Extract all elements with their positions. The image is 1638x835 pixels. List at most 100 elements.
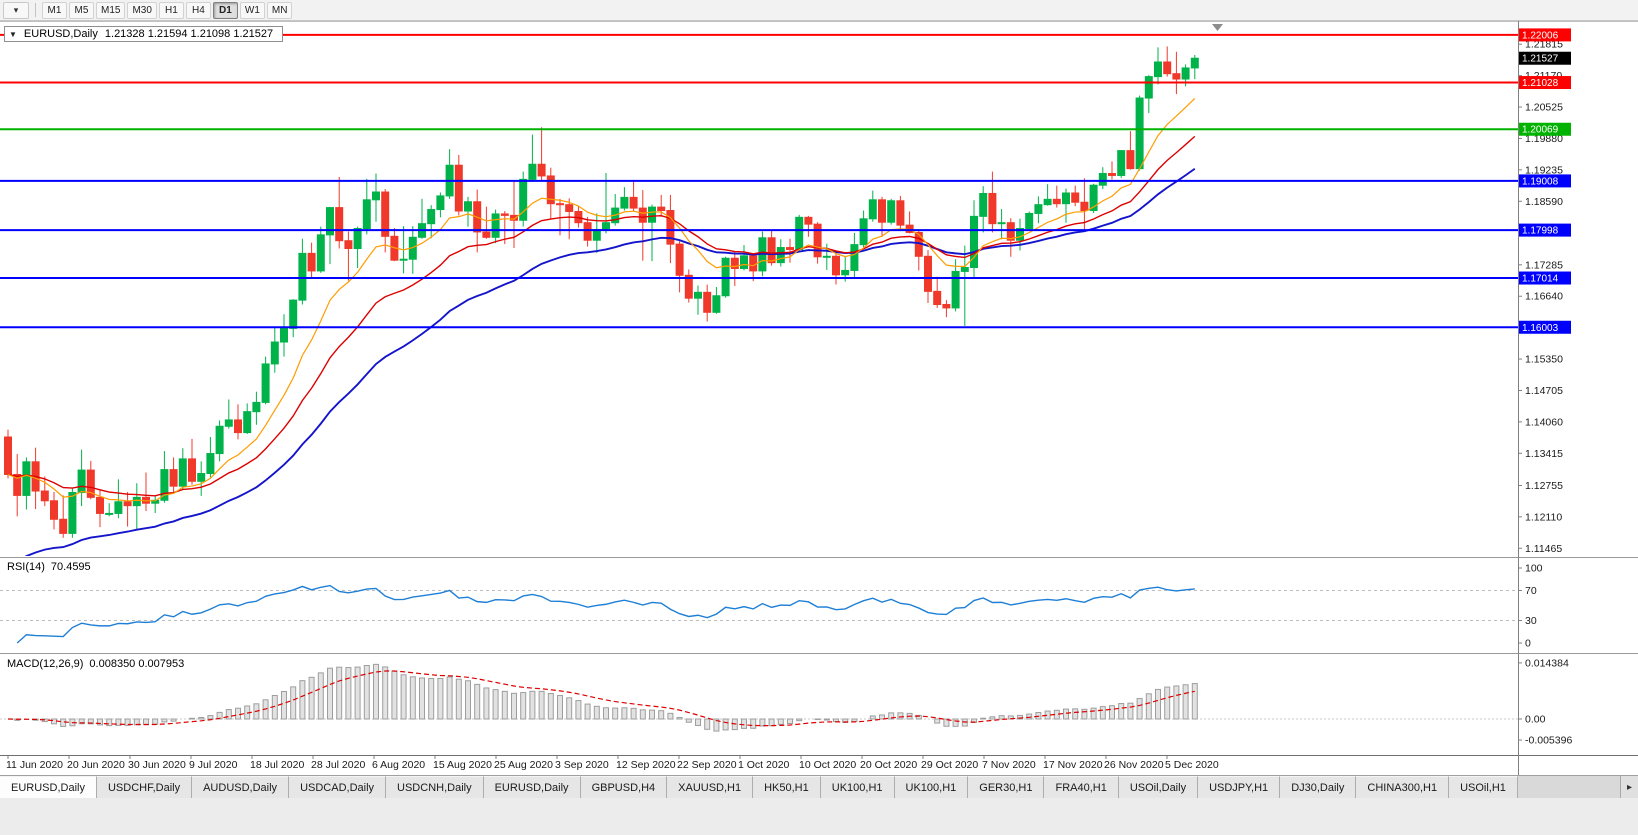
timeframe-button-d1[interactable]: D1 bbox=[212, 1, 238, 19]
svg-text:26 Nov 2020: 26 Nov 2020 bbox=[1104, 759, 1164, 771]
chart-tab-4-usdcnh-daily[interactable]: USDCNH,Daily bbox=[386, 776, 484, 798]
svg-text:1.14060: 1.14060 bbox=[1525, 416, 1563, 428]
svg-text:6 Aug 2020: 6 Aug 2020 bbox=[372, 759, 425, 771]
svg-text:1.19008: 1.19008 bbox=[1522, 176, 1559, 187]
svg-text:20 Jun 2020: 20 Jun 2020 bbox=[67, 759, 125, 771]
chart-tab-8-hk50-h1[interactable]: HK50,H1 bbox=[753, 776, 821, 798]
svg-text:0.00: 0.00 bbox=[1525, 714, 1546, 726]
tab-scroll-right-button[interactable]: ▸ bbox=[1620, 776, 1638, 798]
svg-text:-0.005396: -0.005396 bbox=[1525, 735, 1572, 747]
svg-text:0.014384: 0.014384 bbox=[1525, 657, 1569, 669]
chart-tab-14-usdjpy-h1[interactable]: USDJPY,H1 bbox=[1198, 776, 1281, 798]
chart-tab-7-xauusd-h1[interactable]: XAUUSD,H1 bbox=[667, 776, 754, 798]
one-click-trading-expand-icon[interactable]: ▼ bbox=[9, 29, 17, 39]
svg-text:1.18590: 1.18590 bbox=[1525, 196, 1563, 208]
svg-text:1.13415: 1.13415 bbox=[1525, 448, 1563, 460]
rsi-indicator-value: 70.4595 bbox=[50, 561, 91, 573]
svg-text:1.19235: 1.19235 bbox=[1525, 164, 1563, 176]
chart-tab-16-china300-h1[interactable]: CHINA300,H1 bbox=[1356, 776, 1450, 798]
chart-tabs-list: EURUSD,Daily USDCHF,Daily AUDUSD,Daily USDC… bbox=[0, 776, 1620, 798]
chart-tab-3-usdcad-daily[interactable]: USDCAD,Daily bbox=[289, 776, 387, 798]
chart-tab-12-fra40-h1[interactable]: FRA40,H1 bbox=[1044, 776, 1119, 798]
timeframe-button-mn[interactable]: MN bbox=[266, 1, 293, 19]
macd-indicator-values: 0.008350 0.007953 bbox=[89, 658, 185, 670]
chart-dropdown-button[interactable]: ▾ bbox=[3, 1, 29, 19]
timeframe-toolbar: ▾ M1 M5 M15 M30 H1 H4 D1 W1 MN bbox=[0, 0, 1638, 21]
chart-tab-9-uk100-h1[interactable]: UK100,H1 bbox=[820, 776, 895, 798]
svg-text:1.16003: 1.16003 bbox=[1522, 323, 1559, 334]
price-tag-1.21028: 1.21028 bbox=[1519, 76, 1571, 90]
chart-canvas[interactable]: 1.218151.211701.205251.198801.192351.185… bbox=[0, 0, 1638, 775]
svg-text:1.21028: 1.21028 bbox=[1522, 78, 1559, 89]
timeframe-button-m5[interactable]: M5 bbox=[69, 1, 94, 19]
timeframe-button-m1[interactable]: M1 bbox=[42, 1, 67, 19]
status-bar bbox=[0, 798, 1638, 835]
price-tag-1.22006: 1.22006 bbox=[1519, 28, 1571, 42]
svg-text:1.22006: 1.22006 bbox=[1522, 30, 1559, 41]
price-tag-1.16003: 1.16003 bbox=[1519, 320, 1571, 334]
timeframe-button-m30[interactable]: M30 bbox=[127, 1, 157, 19]
svg-text:1.14705: 1.14705 bbox=[1525, 385, 1563, 397]
svg-text:1.17998: 1.17998 bbox=[1522, 226, 1559, 237]
ma-slow-line bbox=[24, 167, 1196, 556]
svg-text:15 Aug 2020: 15 Aug 2020 bbox=[433, 759, 492, 771]
svg-text:1.15350: 1.15350 bbox=[1525, 354, 1563, 366]
svg-text:1.17014: 1.17014 bbox=[1522, 274, 1559, 285]
svg-text:29 Oct 2020: 29 Oct 2020 bbox=[921, 759, 978, 771]
chart-tab-11-ger30-h1[interactable]: GER30,H1 bbox=[968, 776, 1045, 798]
svg-text:100: 100 bbox=[1525, 563, 1543, 575]
chart-tab-2-audusd-daily[interactable]: AUDUSD,Daily bbox=[192, 776, 290, 798]
svg-text:70: 70 bbox=[1525, 585, 1537, 597]
current-price-tag: 1.21527 bbox=[1519, 51, 1571, 65]
svg-text:0: 0 bbox=[1525, 638, 1531, 650]
toolbar-separator bbox=[35, 3, 36, 17]
timeframe-button-w1[interactable]: W1 bbox=[239, 1, 265, 19]
chart-tab-6-gbpusd-h4[interactable]: GBPUSD,H4 bbox=[580, 776, 668, 798]
macd-indicator-name: MACD(12,26,9) bbox=[7, 658, 84, 670]
svg-text:1.20525: 1.20525 bbox=[1525, 102, 1563, 114]
svg-text:22 Sep 2020: 22 Sep 2020 bbox=[677, 759, 737, 771]
ma-fast-line bbox=[7, 97, 1196, 502]
chart-background bbox=[0, 21, 1638, 775]
svg-text:1.20069: 1.20069 bbox=[1522, 125, 1559, 136]
ma-medium-line bbox=[7, 135, 1196, 497]
svg-text:1.21815: 1.21815 bbox=[1525, 39, 1563, 51]
chart-tab-10-uk100-h1[interactable]: UK100,H1 bbox=[894, 776, 969, 798]
svg-text:11 Jun 2020: 11 Jun 2020 bbox=[6, 759, 63, 771]
rsi-indicator-name: RSI(14) bbox=[7, 561, 45, 573]
svg-text:10 Oct 2020: 10 Oct 2020 bbox=[799, 759, 856, 771]
svg-text:1.21527: 1.21527 bbox=[1522, 54, 1559, 65]
pane-borders bbox=[0, 21, 1638, 775]
chart-shift-marker-icon[interactable] bbox=[1212, 24, 1223, 31]
date-axis-labels: 11 Jun 2020 20 Jun 2020 30 Jun 2020 9 Jul 2… bbox=[6, 756, 1219, 771]
timeframe-button-h1[interactable]: H1 bbox=[158, 1, 184, 19]
price-tag-1.19008: 1.19008 bbox=[1519, 174, 1571, 188]
chart-title-box: ▼ EURUSD,Daily 1.21328 1.21594 1.21098 1… bbox=[4, 26, 284, 42]
svg-text:5 Dec 2020: 5 Dec 2020 bbox=[1165, 759, 1219, 771]
svg-text:17 Nov 2020: 17 Nov 2020 bbox=[1043, 759, 1103, 771]
svg-text:20 Oct 2020: 20 Oct 2020 bbox=[860, 759, 917, 771]
timeframe-button-m15[interactable]: M15 bbox=[96, 1, 126, 19]
timeframe-button-h4[interactable]: H4 bbox=[185, 1, 211, 19]
chart-ohlc-values: 1.21328 1.21594 1.21098 1.21527 bbox=[104, 28, 274, 40]
price-tag-1.17014: 1.17014 bbox=[1519, 271, 1571, 285]
chart-tab-17-usoil-h1[interactable]: USOil,H1 bbox=[1449, 776, 1518, 798]
price-tag-1.20069: 1.20069 bbox=[1519, 122, 1571, 136]
chart-tab-15-dj30-daily[interactable]: DJ30,Daily bbox=[1280, 776, 1357, 798]
svg-text:1.17285: 1.17285 bbox=[1525, 259, 1563, 271]
chart-tabs-bar: EURUSD,Daily USDCHF,Daily AUDUSD,Daily USDC… bbox=[0, 775, 1638, 798]
chart-tab-1-usdchf-daily[interactable]: USDCHF,Daily bbox=[96, 776, 193, 798]
svg-text:3 Sep 2020: 3 Sep 2020 bbox=[555, 759, 609, 771]
chart-tab-13-usoil-daily[interactable]: USOil,Daily bbox=[1118, 776, 1199, 798]
chart-tab-0-eurusd-daily[interactable]: EURUSD,Daily bbox=[0, 776, 97, 798]
macd-pane: 0.014384 0.00 -0.005396 bbox=[0, 657, 1572, 747]
svg-text:1.19880: 1.19880 bbox=[1525, 133, 1563, 145]
macd-histogram bbox=[14, 663, 1198, 732]
svg-text:9 Jul 2020: 9 Jul 2020 bbox=[189, 759, 238, 771]
svg-text:18 Jul 2020: 18 Jul 2020 bbox=[250, 759, 304, 771]
chart-tab-5-eurusd-daily[interactable]: EURUSD,Daily bbox=[483, 776, 581, 798]
timeframe-buttons-group: M1 M5 M15 M30 H1 H4 D1 W1 MN bbox=[42, 1, 293, 19]
rsi-pane: 100 70 30 0 bbox=[0, 563, 1543, 650]
svg-text:30: 30 bbox=[1525, 615, 1537, 627]
svg-text:7 Nov 2020: 7 Nov 2020 bbox=[982, 759, 1036, 771]
